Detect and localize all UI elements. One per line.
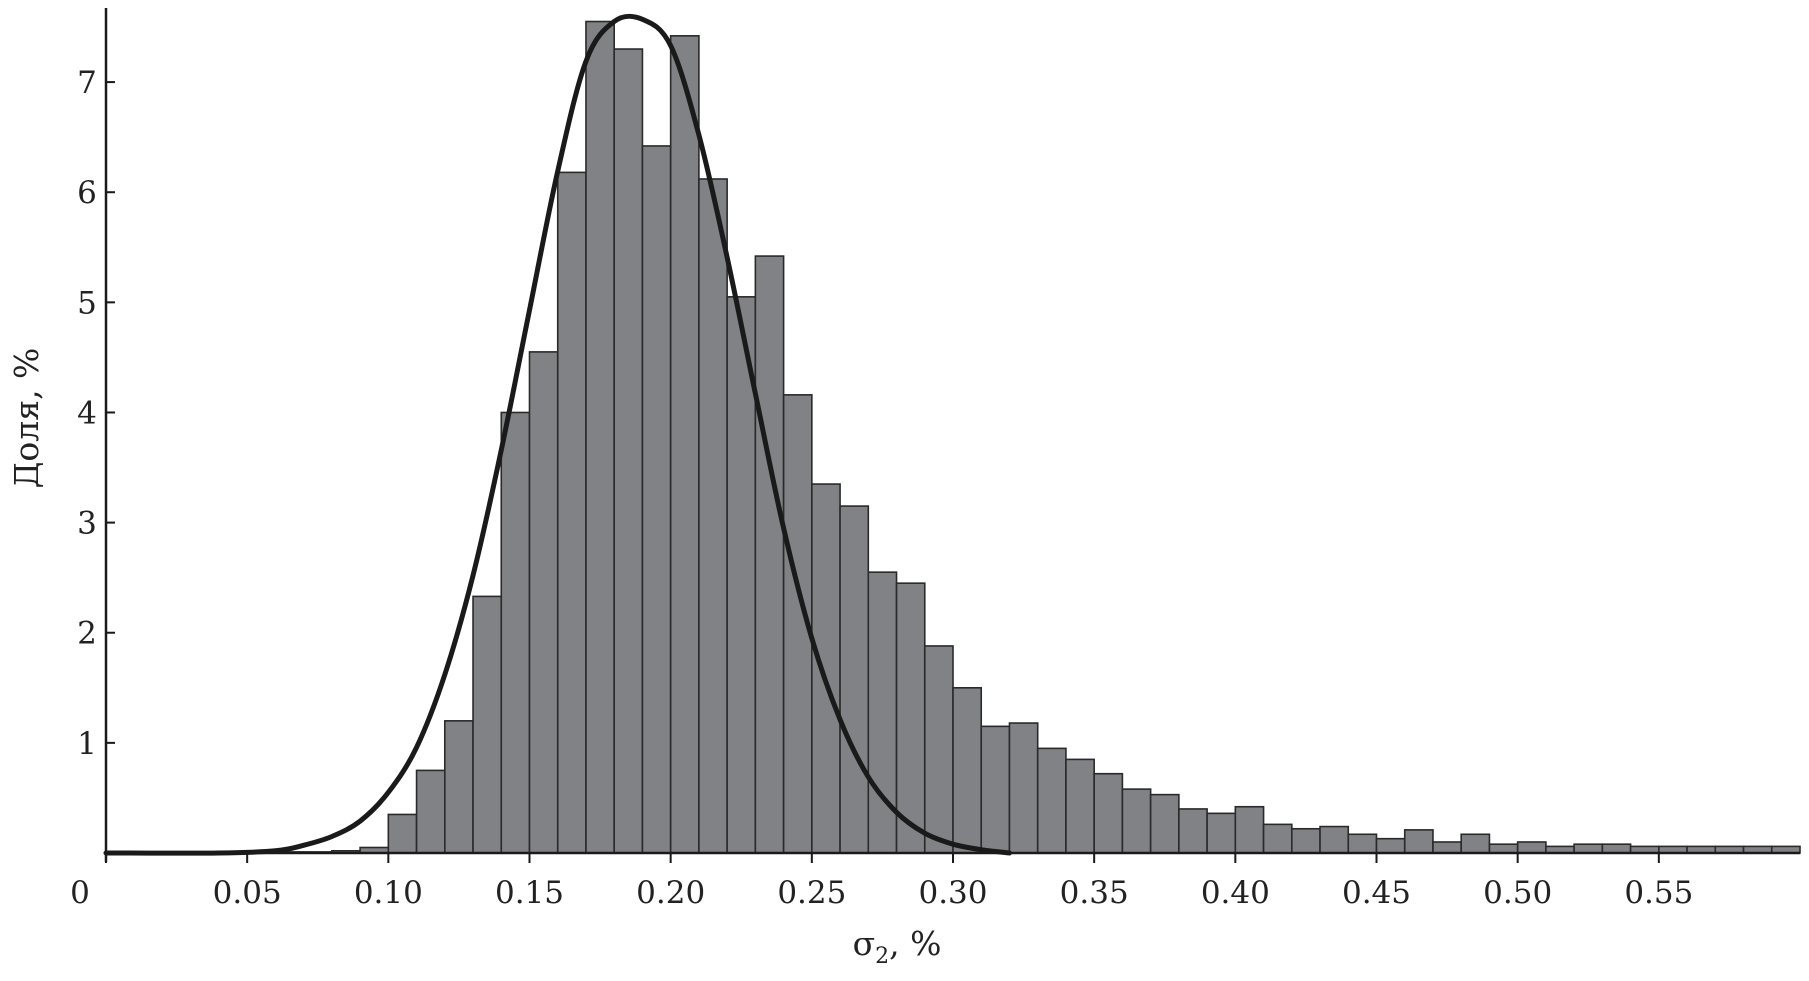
histogram-bar [1036,747,1067,854]
histogram-bar [698,178,728,854]
x-tick-label: 0.40 [1201,875,1270,911]
histogram-bar [1488,843,1519,854]
histogram-bar [1234,805,1265,854]
histogram-bar [1347,833,1378,854]
histogram-bar [1460,833,1491,854]
y-tick-label: 6 [77,175,97,211]
x-tick-label: 0.15 [495,875,564,911]
histogram-bar [980,725,1011,854]
histogram-bar [1149,793,1180,854]
histogram-bar [1375,837,1406,854]
histogram-bar [1319,825,1350,854]
histogram-bar [472,595,503,854]
y-tick-label: 7 [77,65,97,101]
x-tick-label: 0.45 [1342,875,1411,911]
histogram-bar [726,296,757,854]
y-tick-label: 1 [77,726,97,762]
x-tick-label: 0.10 [354,875,423,911]
x-tick-label: 0.20 [636,875,705,911]
x-tick-label: 0.25 [777,875,846,911]
y-tick-label: 2 [77,616,97,652]
histogram-bar [1291,827,1321,854]
x-tick-label: 0.35 [1060,875,1129,911]
histogram-bar [1206,812,1237,854]
histogram-bar [500,411,531,854]
histogram-bar [839,505,870,854]
y-axis-title: Доля, % [7,348,46,489]
histogram-bar [754,255,785,854]
histogram-bar [952,687,983,854]
y-tick-label: 4 [77,395,97,431]
histogram-bar [1008,722,1039,854]
normal-fit-curve [103,13,1012,856]
x-tick-label: 0.30 [918,875,987,911]
x-tick-label: 0.05 [213,875,282,911]
histogram-bar [811,483,841,854]
histogram-bar [556,171,587,854]
histogram-bar [1121,788,1152,854]
histogram-bar [528,351,559,854]
histogram-bar [641,145,672,854]
histogram-bars [274,20,1801,854]
histogram-bar [613,48,644,854]
histogram-bar [1601,843,1632,854]
histogram-bar [1093,772,1124,854]
histogram-bar [585,20,616,854]
histogram-bar [415,769,446,854]
histogram-bar [1065,758,1095,854]
histogram-bar [1516,841,1547,854]
histogram-bar [443,720,474,854]
histogram-bar [1262,823,1293,854]
histogram-bar [1178,808,1208,854]
histogram-bar [923,645,954,854]
x-axis-ticks: 0 0.05 0.10 0.15 0.20 0.25 0.30 0.35 0.40 0.45 0.5… [70,853,1693,911]
histogram-bar [1403,829,1434,854]
x-tick-label: 0.55 [1624,875,1693,911]
x-axis-title: σ2, % [853,924,942,969]
histogram-bar [1573,843,1604,854]
histogram-bar [669,35,700,854]
y-tick-label: 5 [77,285,97,321]
y-tick-label: 3 [77,506,97,542]
histogram-bar [387,813,418,854]
histogram-bar [895,582,926,854]
x-tick-label: 0 [70,875,90,911]
histogram-bar [1432,841,1463,854]
y-axis-ticks: 1 2 3 4 5 6 7 [77,65,115,762]
x-tick-label: 0.50 [1483,875,1552,911]
